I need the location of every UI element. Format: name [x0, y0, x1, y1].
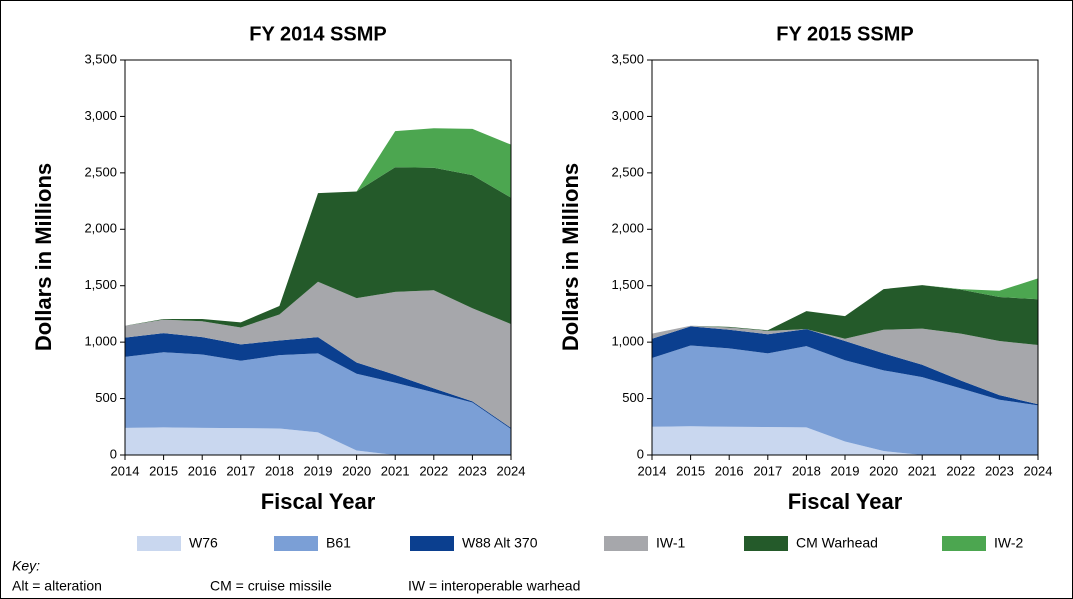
- legend-swatch: [744, 536, 788, 551]
- y-tick-label: 3,500: [611, 51, 644, 66]
- x-tick-label: 2024: [497, 463, 526, 478]
- y-tick-label: 2,500: [84, 164, 117, 179]
- area: [125, 128, 511, 326]
- legend-label: W76: [189, 535, 218, 551]
- x-tick-label: 2023: [458, 463, 487, 478]
- plot-frame: [124, 59, 512, 456]
- x-axis-label: Fiscal Year: [261, 489, 376, 514]
- legend-swatch: [410, 536, 454, 551]
- x-tick-label: 2024: [1024, 463, 1053, 478]
- area: [652, 345, 1038, 455]
- key-item: Alt = alteration: [12, 578, 102, 594]
- y-tick-label: 2,000: [84, 221, 117, 236]
- x-tick-label: 2022: [946, 463, 975, 478]
- y-axis-label: Dollars in Millions: [558, 163, 583, 351]
- area: [125, 167, 511, 328]
- legend-swatch: [604, 536, 648, 551]
- area: [652, 285, 1038, 345]
- y-tick-label: 1,500: [611, 277, 644, 292]
- legend-label: W88 Alt 370: [462, 535, 538, 551]
- x-tick-label: 2017: [226, 463, 255, 478]
- chart-title: FY 2014 SSMP: [249, 23, 386, 45]
- x-axis-label: Fiscal Year: [788, 489, 903, 514]
- legend-swatch: [274, 536, 318, 551]
- key-item: IW = interoperable warhead: [408, 578, 580, 594]
- area: [125, 333, 511, 430]
- y-tick-label: 0: [637, 446, 644, 461]
- x-tick-label: 2022: [419, 463, 448, 478]
- x-tick-label: 2018: [265, 463, 294, 478]
- x-tick-label: 2019: [831, 463, 860, 478]
- y-tick-label: 1,500: [84, 277, 117, 292]
- legend-label: IW-2: [994, 535, 1024, 551]
- legend-label: CM Warhead: [796, 535, 878, 551]
- area: [125, 281, 511, 428]
- y-tick-label: 3,000: [84, 108, 117, 123]
- x-tick-label: 2016: [188, 463, 217, 478]
- x-tick-label: 2016: [715, 463, 744, 478]
- y-tick-label: 2,000: [611, 221, 644, 236]
- chart-title: FY 2015 SSMP: [776, 23, 913, 45]
- y-tick-label: 1,000: [84, 334, 117, 349]
- area: [652, 326, 1038, 406]
- x-tick-label: 2014: [638, 463, 667, 478]
- key-title: Key:: [12, 558, 40, 574]
- x-tick-label: 2020: [342, 463, 371, 478]
- x-tick-label: 2021: [908, 463, 937, 478]
- y-axis-label: Dollars in Millions: [31, 163, 56, 351]
- y-tick-label: 3,500: [84, 51, 117, 66]
- x-tick-label: 2017: [753, 463, 782, 478]
- area: [125, 352, 511, 455]
- y-tick-label: 1,000: [611, 334, 644, 349]
- x-tick-label: 2014: [111, 463, 140, 478]
- x-tick-label: 2015: [676, 463, 705, 478]
- x-tick-label: 2021: [381, 463, 410, 478]
- legend-swatch: [137, 536, 181, 551]
- x-tick-label: 2018: [792, 463, 821, 478]
- y-tick-label: 2,500: [611, 164, 644, 179]
- y-tick-label: 3,000: [611, 108, 644, 123]
- plot-frame: [651, 59, 1039, 456]
- y-tick-label: 500: [622, 390, 644, 405]
- area: [652, 325, 1038, 405]
- area: [652, 426, 1038, 455]
- x-tick-label: 2019: [304, 463, 333, 478]
- y-tick-label: 0: [110, 446, 117, 461]
- y-tick-label: 500: [95, 390, 117, 405]
- legend-swatch: [942, 536, 986, 551]
- key-item: CM = cruise missile: [210, 578, 332, 594]
- legend-label: IW-1: [656, 535, 686, 551]
- x-tick-label: 2023: [985, 463, 1014, 478]
- x-tick-label: 2020: [869, 463, 898, 478]
- x-tick-label: 2015: [149, 463, 178, 478]
- legend-label: B61: [326, 535, 351, 551]
- area: [125, 427, 511, 455]
